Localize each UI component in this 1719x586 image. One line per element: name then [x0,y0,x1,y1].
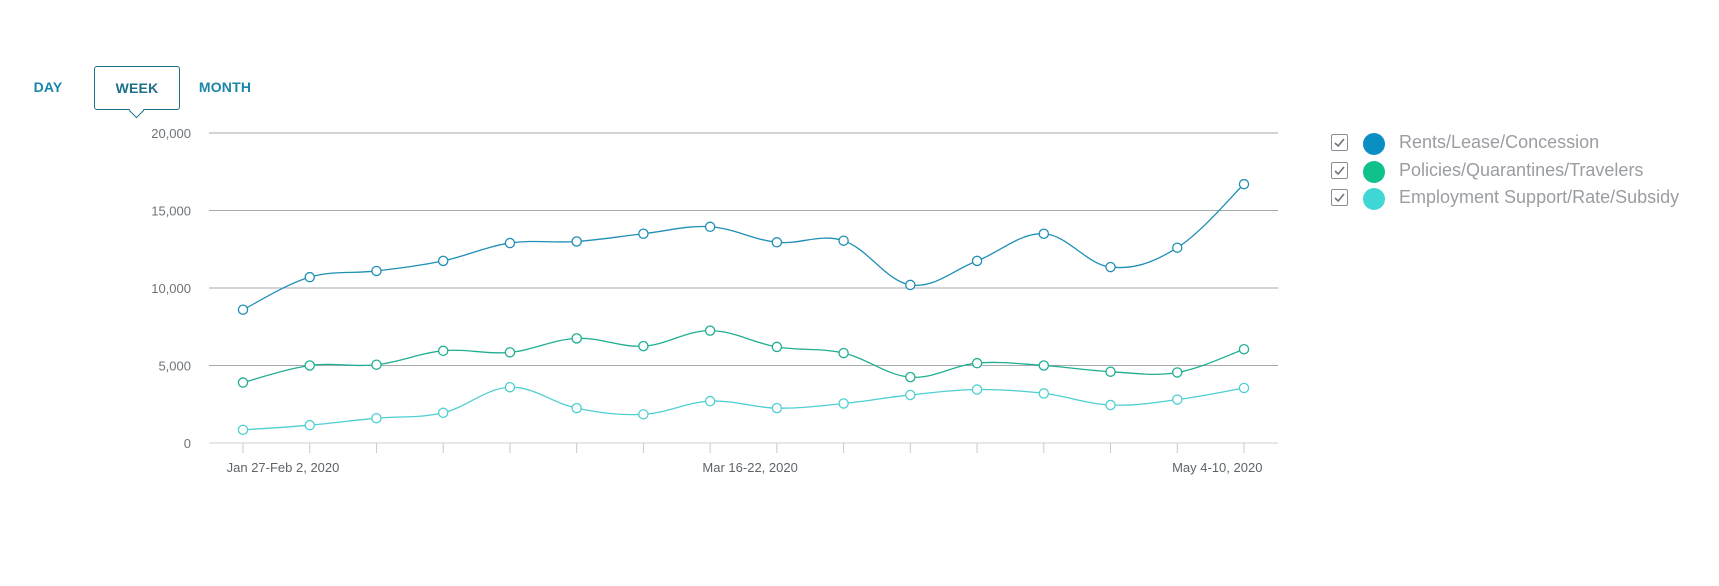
data-point-1-13 [1105,366,1116,377]
tab-week-label: WEEK [115,80,159,96]
check-icon [1334,193,1345,203]
legend-checkbox-rents[interactable] [1331,134,1348,151]
data-point-2-5 [571,402,582,414]
data-point-0-9 [838,235,849,246]
legend-label-employment: Employment Support/Rate/Subsidy [1399,187,1680,207]
data-point-0-5 [571,236,582,247]
data-point-0-13 [1105,261,1116,273]
tab-day[interactable]: DAY [33,79,63,95]
legend-label-policies: Policies/Quarantines/Travelers [1399,159,1644,180]
data-point-0-12 [1038,228,1050,239]
data-point-0-1 [304,271,315,283]
data-point-2-12 [1038,388,1050,399]
data-point-1-6 [638,340,649,352]
data-point-2-2 [371,412,382,424]
data-point-2-9 [838,398,849,409]
check-icon [1334,165,1345,175]
data-point-1-4 [504,347,516,358]
data-point-1-1 [304,360,315,371]
y-tick-label: 5,000 [158,359,191,374]
tab-week[interactable]: WEEK [94,66,180,119]
data-point-1-10 [905,371,916,383]
legend-item-policies[interactable]: Policies/Quarantines/Travelers [1331,158,1711,186]
data-point-0-15 [1238,178,1250,190]
legend-swatch-rents [1363,133,1385,155]
legend-item-rents[interactable]: Rents/Lease/Concession [1331,130,1711,158]
x-tick-label: Mar 16-22, 2020 [702,460,797,475]
data-point-0-7 [704,221,716,233]
data-point-0-0 [237,304,249,315]
tab-month[interactable]: MONTH [198,79,252,95]
data-point-1-2 [371,359,382,370]
data-point-1-8 [771,341,783,353]
data-point-2-14 [1172,394,1183,405]
data-point-2-0 [237,424,249,436]
legend-checkbox-employment[interactable] [1331,189,1348,206]
series-line-1 [242,329,1245,384]
legend-item-employment[interactable]: Employment Support/Rate/Subsidy [1331,185,1711,213]
data-point-2-1 [304,419,315,431]
legend-label-rents: Rents/Lease/Concession [1399,132,1600,152]
data-point-2-6 [638,409,649,420]
data-point-2-7 [704,395,716,407]
data-point-1-15 [1238,343,1250,355]
data-point-2-11 [971,384,983,395]
data-point-1-5 [571,333,582,344]
x-tick-label: May 4-10, 2020 [1172,460,1262,475]
data-point-2-3 [437,407,449,419]
series-line-2 [242,386,1245,431]
data-point-2-4 [504,381,516,393]
series-line-0 [242,183,1245,311]
data-point-0-14 [1172,242,1183,253]
y-tick-label: 0 [184,436,191,451]
y-tick-label: 15,000 [151,204,191,219]
y-tick-label: 20,000 [151,126,191,141]
data-point-0-10 [905,279,916,291]
data-point-1-0 [237,377,249,388]
x-tick-label: Jan 27-Feb 2, 2020 [227,460,340,475]
legend-swatch-policies [1363,160,1385,183]
data-point-0-6 [638,228,649,239]
legend-checkbox-policies[interactable] [1331,161,1348,179]
data-point-0-4 [504,237,516,249]
data-point-2-10 [905,389,916,401]
data-point-0-11 [971,255,983,267]
data-point-0-8 [771,237,783,248]
data-point-1-9 [838,347,849,359]
legend-swatch-employment [1363,188,1385,210]
y-tick-label: 10,000 [151,281,191,296]
data-point-1-12 [1038,360,1050,371]
data-point-0-3 [437,255,449,267]
chart-legend: Rents/Lease/Concession Policies/Quaranti… [1331,130,1711,213]
data-point-0-2 [371,265,382,277]
check-icon [1334,138,1345,148]
data-point-1-3 [437,345,449,357]
data-point-2-15 [1238,382,1250,394]
data-point-2-8 [771,402,783,414]
data-point-1-7 [704,325,716,336]
data-point-1-11 [971,357,983,369]
data-point-2-13 [1105,399,1116,411]
data-point-1-14 [1172,367,1183,378]
